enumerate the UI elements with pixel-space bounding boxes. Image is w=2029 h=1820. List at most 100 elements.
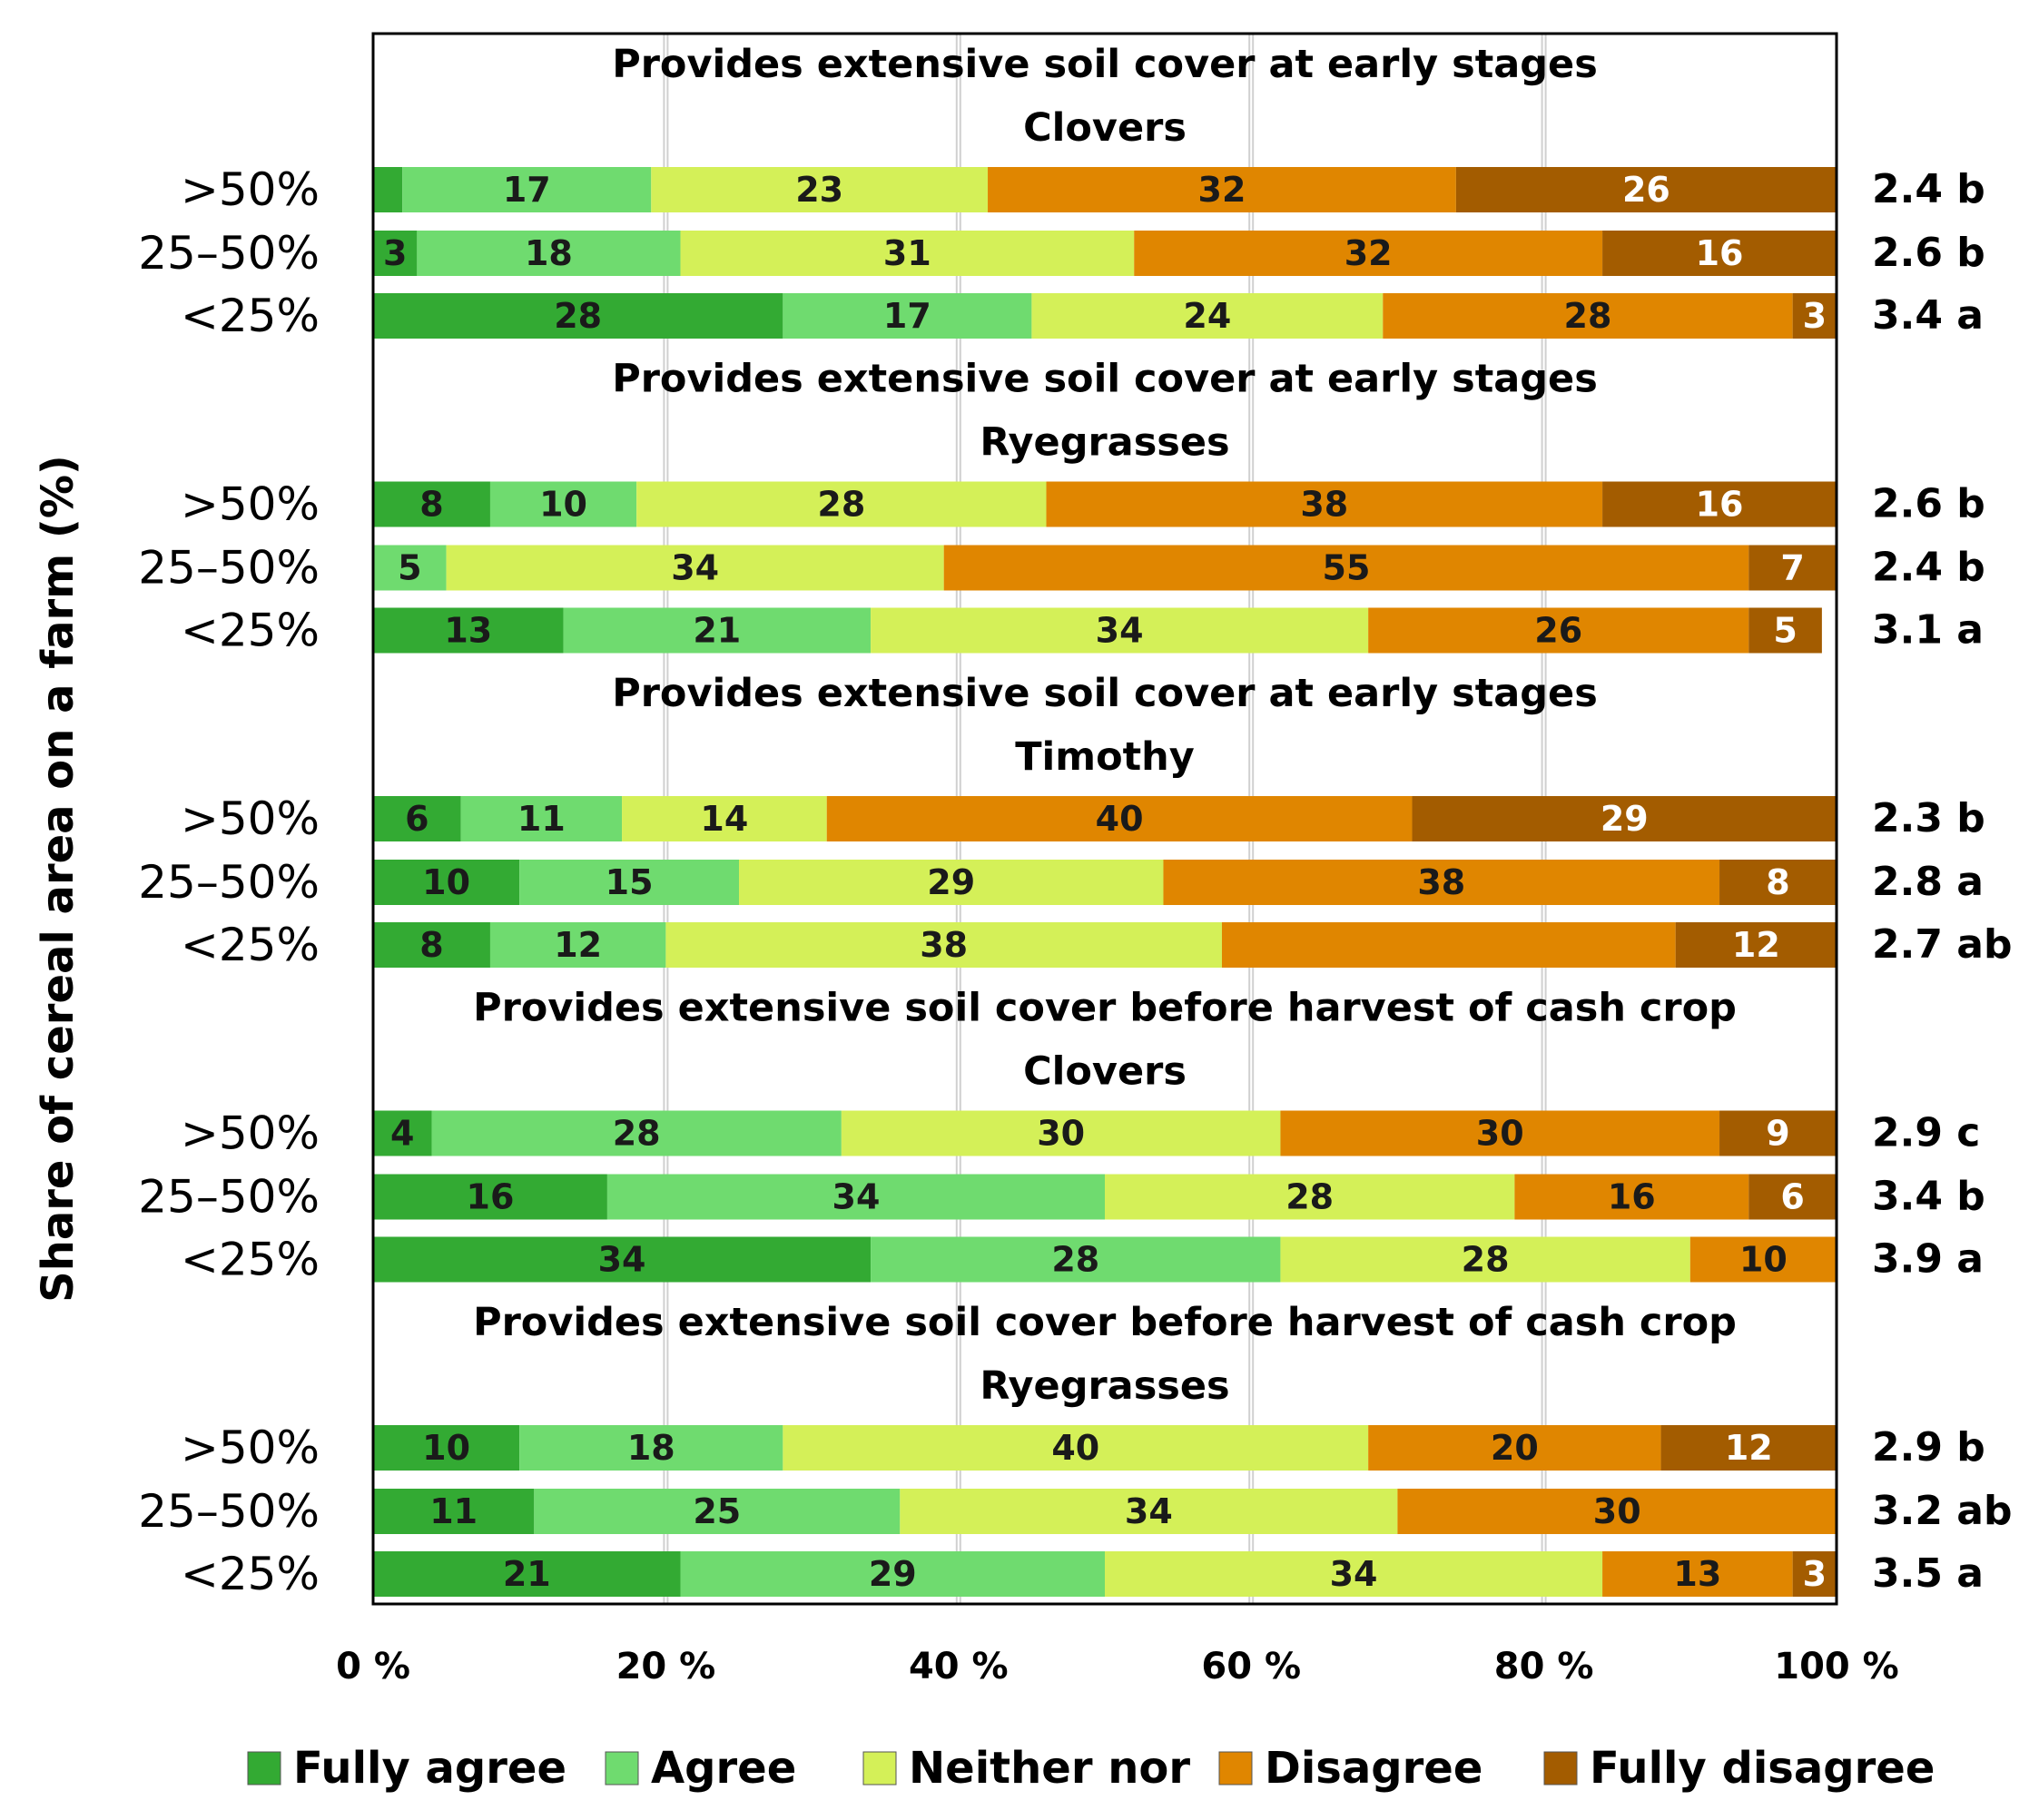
score-label: 3.2 ab <box>1872 1488 2012 1534</box>
bar-segment <box>373 293 783 339</box>
bar-segment <box>373 1489 535 1534</box>
bar-segment <box>1602 481 1837 527</box>
category-label: <25% <box>181 290 320 342</box>
data-label: 23 <box>795 170 843 210</box>
group-title: Provides extensive soil cover before har… <box>473 986 1737 1031</box>
data-label: 20 <box>1491 1428 1539 1468</box>
score-label: 2.7 ab <box>1872 921 2012 968</box>
category-label: 25–50% <box>138 856 320 909</box>
x-tick-label: 80 % <box>1494 1646 1594 1687</box>
data-label: 9 <box>1766 1114 1789 1154</box>
bar-segment <box>1748 545 1837 591</box>
bars <box>373 167 1837 1597</box>
data-label: 28 <box>1051 1240 1099 1280</box>
bar-segment <box>1689 1236 1837 1283</box>
data-label: 31 <box>883 233 931 273</box>
bar-segment <box>1280 1110 1720 1156</box>
bar-segment <box>373 1551 681 1597</box>
bar-segment <box>1792 1551 1837 1597</box>
bar-segment <box>988 167 1456 212</box>
bar-segment <box>665 922 1222 968</box>
bar-segment <box>373 922 490 968</box>
bar-segment <box>431 1110 842 1156</box>
data-label: 3 <box>1803 296 1827 336</box>
data-label: 3 <box>1803 1554 1827 1594</box>
data-label: 7 <box>1780 548 1804 588</box>
bar-segment <box>1514 1174 1749 1220</box>
group-subtitle: Clovers <box>1023 1049 1187 1095</box>
plot-frame <box>371 32 1838 1606</box>
bar-segment <box>460 796 623 841</box>
data-label: 16 <box>1696 233 1744 273</box>
data-label: 28 <box>1285 1177 1334 1217</box>
score-label: 3.5 a <box>1872 1550 1984 1597</box>
bar-segment <box>373 231 418 276</box>
bar-segment <box>1602 1551 1793 1597</box>
bar-segment <box>783 1425 1369 1471</box>
data-label: 34 <box>1330 1554 1378 1594</box>
score-label: 3.9 a <box>1872 1236 1984 1283</box>
data-label: 30 <box>1476 1114 1524 1154</box>
bar-segment <box>1719 1110 1837 1156</box>
data-label: 26 <box>1534 611 1582 651</box>
data-label: 32 <box>1344 233 1393 273</box>
bar-segment <box>519 1425 783 1471</box>
score-label: 2.6 b <box>1872 230 1985 276</box>
labels: Provides extensive soil cover at early s… <box>138 42 2012 1600</box>
bar-segment <box>1368 607 1749 654</box>
x-tick-label: 100 % <box>1774 1646 1899 1687</box>
legend-label: Disagree <box>1265 1743 1482 1794</box>
bar-segment <box>1134 231 1603 276</box>
data-label: 38 <box>1300 485 1348 525</box>
bar-segment <box>402 167 652 212</box>
x-tick-label: 40 % <box>909 1646 1009 1687</box>
data-label: 29 <box>869 1554 917 1594</box>
bar-segment <box>1675 922 1837 968</box>
score-label: 2.9 c <box>1872 1110 1980 1156</box>
data-label: 21 <box>693 611 741 651</box>
bar-segment <box>1031 293 1384 339</box>
legend-label: Agree <box>651 1743 796 1794</box>
category-label: 25–50% <box>138 227 320 280</box>
data-label: 30 <box>1593 1491 1641 1531</box>
data-label: 6 <box>1780 1177 1804 1217</box>
legend-swatch <box>1218 1751 1253 1786</box>
legend-label: Fully agree <box>293 1743 566 1794</box>
data-label: 34 <box>1096 611 1144 651</box>
data-label: 30 <box>1037 1114 1085 1154</box>
bar-segment <box>373 481 490 527</box>
bar-segment <box>1792 293 1837 339</box>
data-label: 12 <box>554 925 602 965</box>
bar-segment <box>1046 481 1603 527</box>
bar-segment <box>900 1489 1398 1534</box>
data-label: 10 <box>422 862 470 902</box>
bar-segment <box>373 167 403 212</box>
bar-segment <box>680 231 1135 276</box>
group-subtitle: Ryegrasses <box>980 420 1229 466</box>
x-tick-label: 60 % <box>1201 1646 1301 1687</box>
data-label: 14 <box>700 799 748 839</box>
legend-swatch <box>862 1751 897 1786</box>
data-label: 13 <box>1673 1554 1721 1594</box>
bar-segment <box>563 607 872 654</box>
score-label: 3.4 a <box>1872 292 1984 339</box>
data-label: 29 <box>927 862 975 902</box>
data-label: 18 <box>627 1428 675 1468</box>
y-axis-label: Share of cereal area on a farm (%) <box>33 455 84 1303</box>
bar-segment <box>1163 860 1720 905</box>
bar-segment <box>739 860 1164 905</box>
legend-label: Fully disagree <box>1590 1743 1935 1794</box>
bar-segment <box>1280 1236 1690 1283</box>
bar-segment <box>373 1110 432 1156</box>
data-label: 28 <box>817 485 865 525</box>
bar-segment <box>1748 607 1822 654</box>
bar-segment <box>1383 293 1793 339</box>
data-label: 29 <box>1601 799 1649 839</box>
bar-segment <box>1719 860 1837 905</box>
bar-segment <box>1412 796 1837 841</box>
group-subtitle: Clovers <box>1023 105 1187 151</box>
bar-segment <box>871 607 1369 654</box>
legend: Fully agree Agree Neither nor Disagree Fully… <box>247 1743 1935 1794</box>
group-title: Provides extensive soil cover at early s… <box>612 357 1598 402</box>
data-label: 12 <box>1725 1428 1773 1468</box>
